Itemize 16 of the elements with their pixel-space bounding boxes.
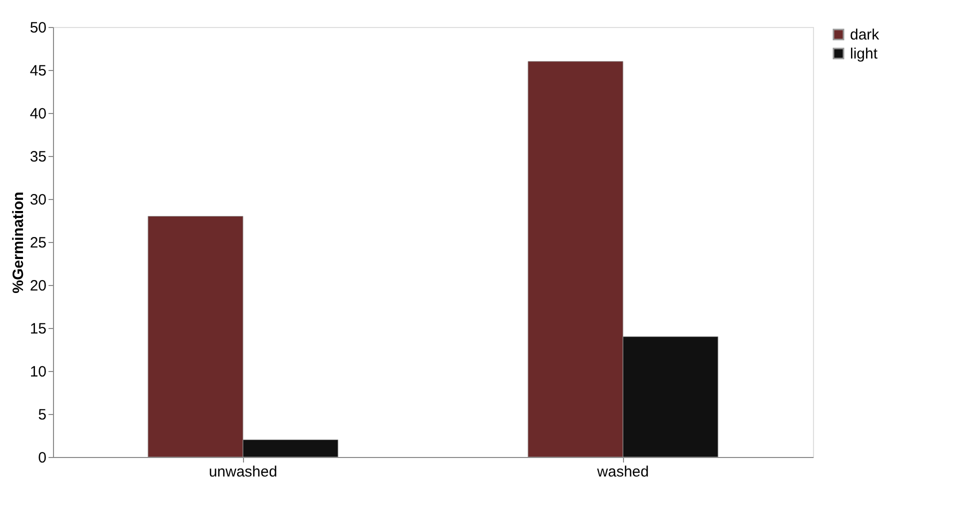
legend-label: light <box>850 46 878 62</box>
y-tick-label: 45 <box>30 62 46 80</box>
y-axis-title: %Germination <box>10 192 27 294</box>
legend-label: dark <box>850 26 880 44</box>
y-tick-label: 35 <box>30 148 46 166</box>
y-tick-label: 20 <box>30 278 46 294</box>
x-tick-label: unwashed <box>208 464 278 480</box>
y-tick-label: 15 <box>30 320 46 338</box>
x-tick-label: washed <box>596 464 649 480</box>
y-tick-label: 10 <box>30 364 46 380</box>
y-tick-label: 0 <box>38 450 46 466</box>
y-tick-label: 50 <box>30 20 46 36</box>
y-tick-label: 25 <box>30 234 46 252</box>
y-tick-label: 40 <box>30 106 46 122</box>
y-tick-label: 5 <box>38 406 46 424</box>
y-tick-label: 30 <box>30 192 46 208</box>
